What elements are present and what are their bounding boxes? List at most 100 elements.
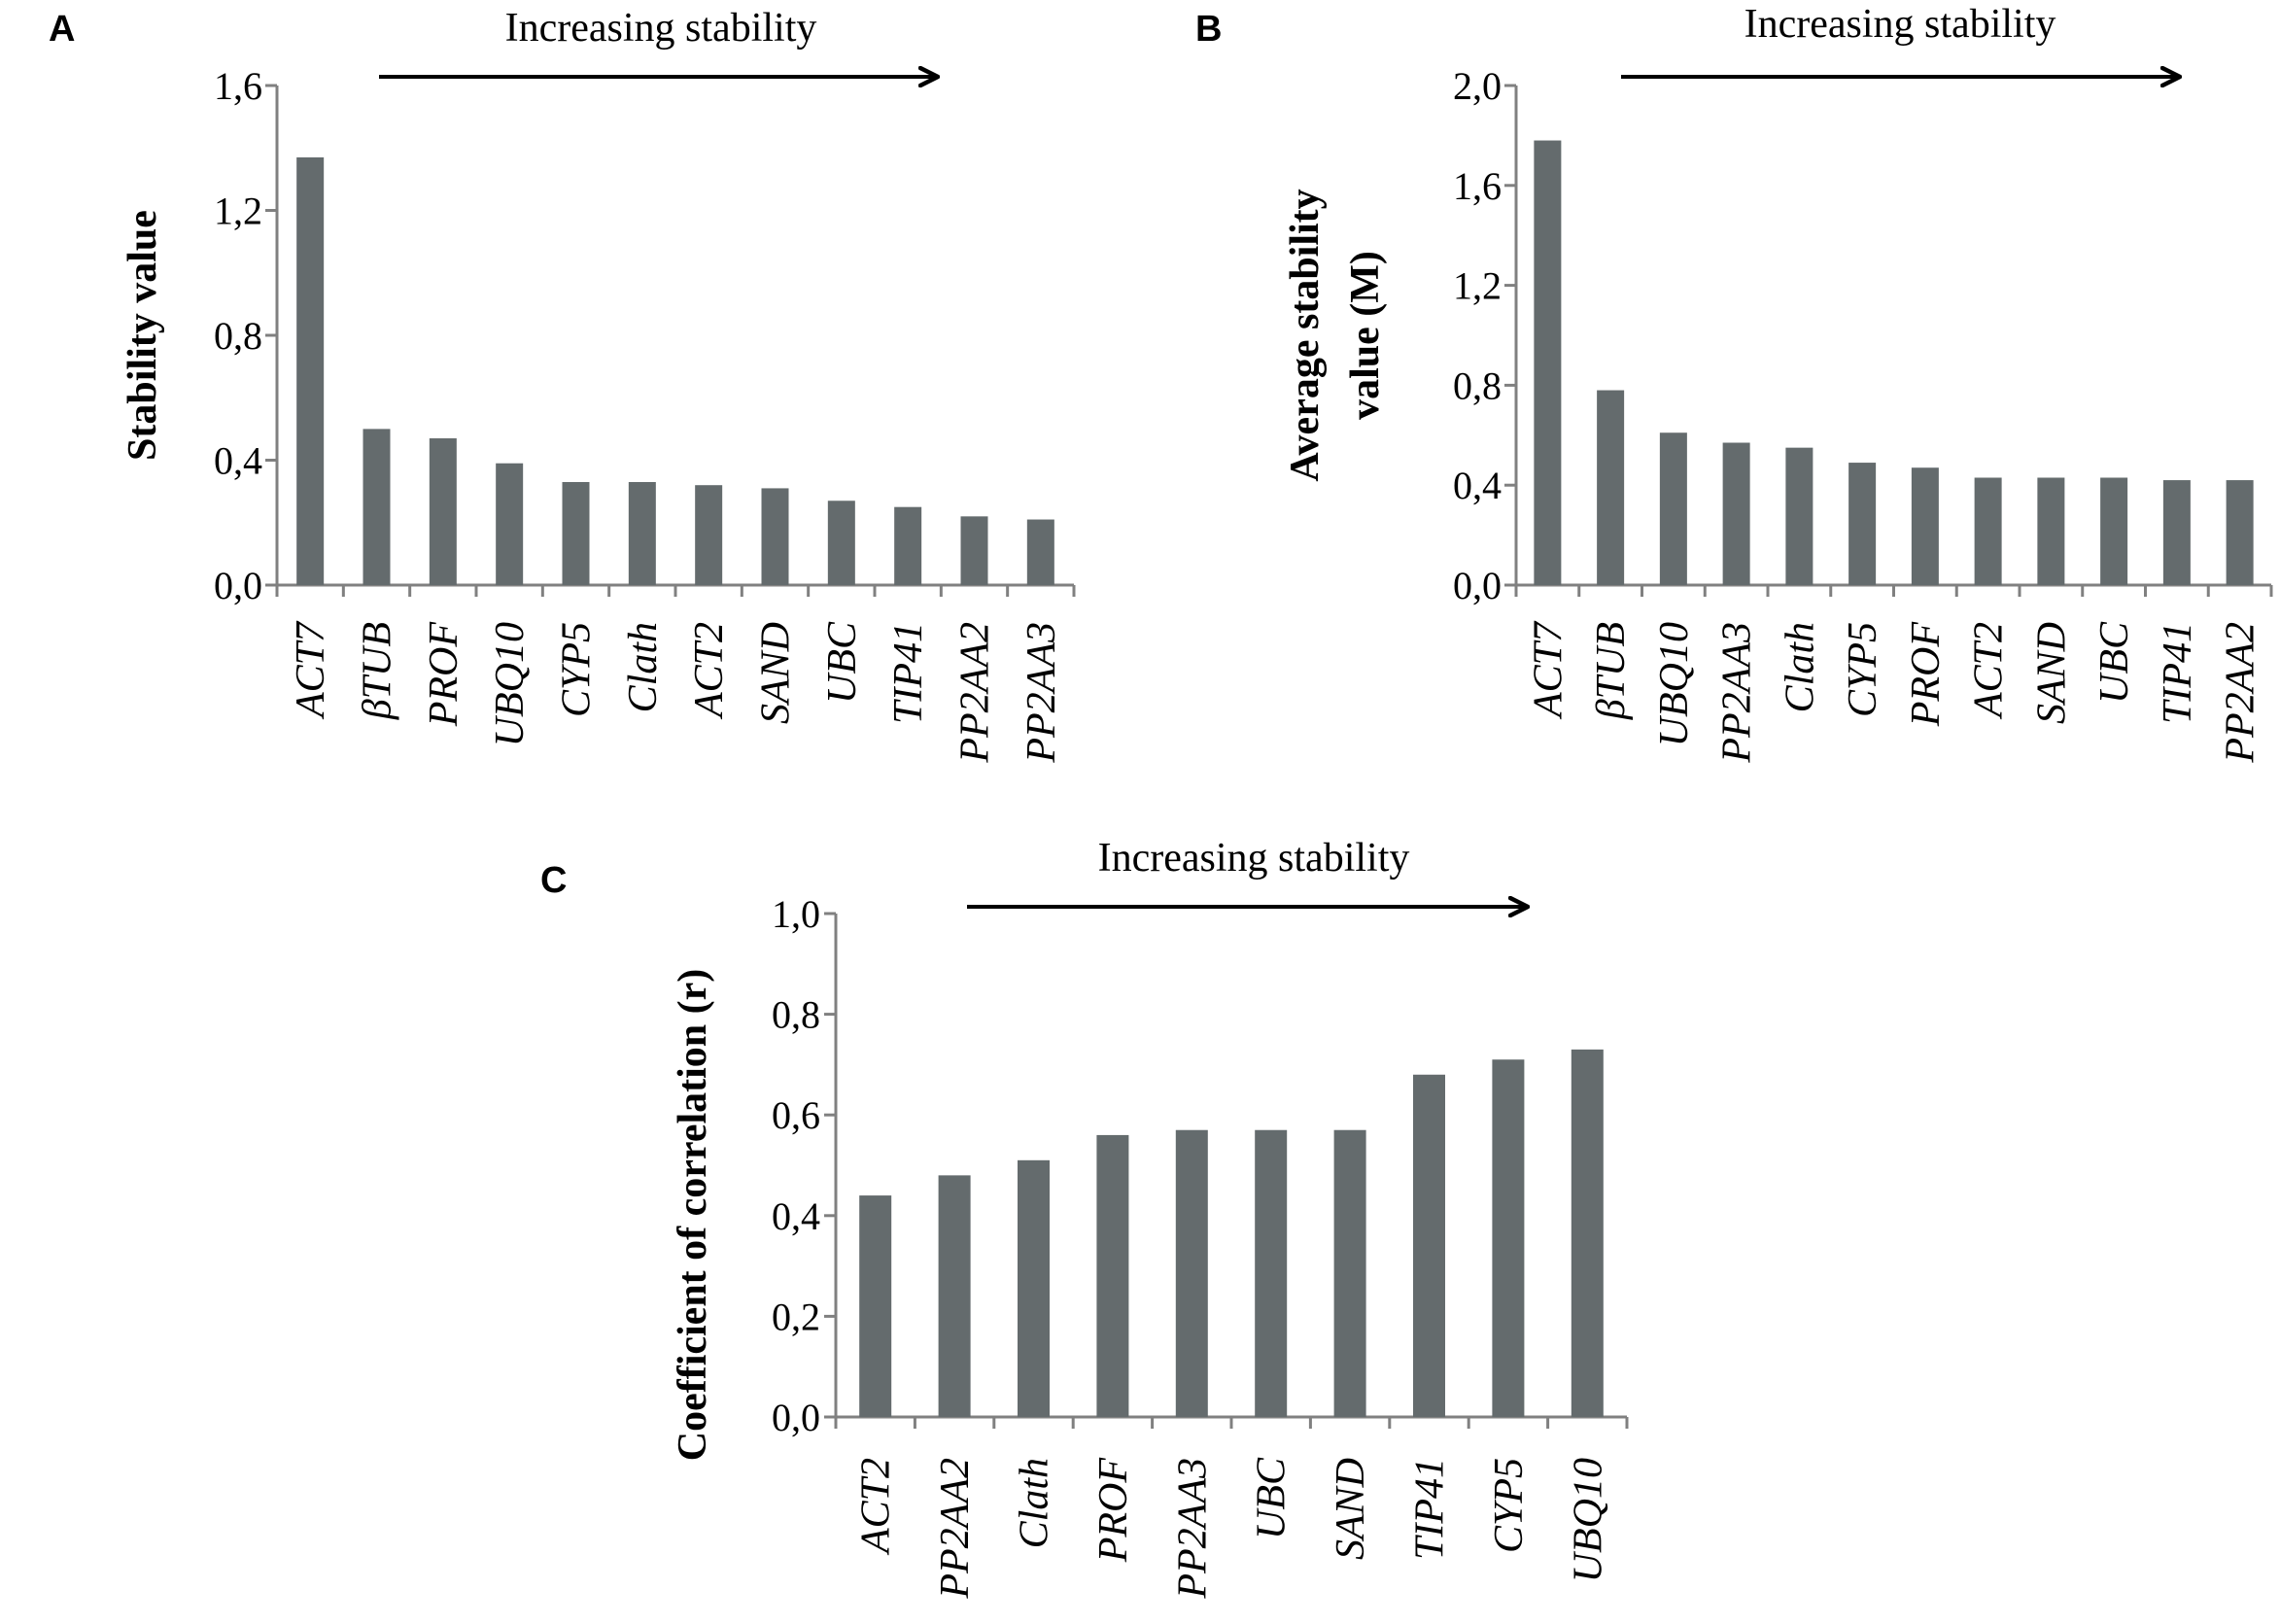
bar-CYP5 <box>562 481 590 585</box>
bar-TIP41 <box>2162 480 2191 585</box>
bar-PP2AA3 <box>1026 519 1054 585</box>
x-category-label: SAND <box>2029 622 2074 724</box>
y-tick-label: 1,6 <box>214 64 262 108</box>
x-category-label: UBQ10 <box>488 622 533 746</box>
y-axis-label-line-2: value (M) <box>1343 251 1388 420</box>
chart-panel-c: C Increasing stability Coefficient of co… <box>540 836 1629 1600</box>
bar-Clath <box>1018 1159 1050 1417</box>
x-category-label: TIP41 <box>886 622 931 724</box>
x-category-label: UBC <box>1250 1457 1295 1539</box>
annotation-text: Increasing stability <box>505 6 817 51</box>
x-category-label: CYP5 <box>1841 622 1885 717</box>
bar-CYP5 <box>1492 1059 1525 1417</box>
x-category-label: PP2AA2 <box>2219 622 2263 764</box>
x-category-label: UBC <box>820 621 865 704</box>
chart-panel-b: B Increasing stability Average stability… <box>1195 2 2273 764</box>
y-tick-label: 0,0 <box>772 1396 820 1439</box>
y-tick-label: 0,8 <box>214 314 262 358</box>
x-category-label: Clath <box>1013 1458 1057 1548</box>
x-category-label: CYP5 <box>555 622 600 717</box>
x-category-label: UBQ10 <box>1566 1458 1610 1582</box>
x-category-label: ACT2 <box>854 1458 899 1556</box>
x-category-label: PP2AA2 <box>933 1458 978 1600</box>
bar-UBQ10 <box>1659 432 1687 585</box>
bar-βTUB <box>1597 390 1625 585</box>
x-category-label: PP2AA3 <box>1170 1458 1215 1600</box>
bar-PROF <box>1096 1134 1129 1417</box>
x-category-label: ACT2 <box>687 622 732 720</box>
x-category-label: PP2AA3 <box>1019 622 1064 764</box>
plot-area: 0,0 0,4 0,8 1,2 1,6 ACT7 βTUB PROF UBQ10 CYP5 Clat… <box>214 64 1076 764</box>
x-category-label: CYP5 <box>1487 1458 1532 1553</box>
bar-CYP5 <box>1848 463 1877 585</box>
x-category-label: Clath <box>621 622 666 712</box>
bar-PP2AA3 <box>1722 442 1750 585</box>
x-category-label: PROF <box>1904 622 1949 728</box>
panel-label: C <box>540 860 567 901</box>
bar-TIP41 <box>1413 1074 1445 1417</box>
y-axis-label-line-1: Average stability <box>1283 189 1328 481</box>
x-category-label: SAND <box>754 622 799 724</box>
bar-UBQ10 <box>1571 1049 1604 1417</box>
bar-ACT7 <box>296 156 325 585</box>
bar-PP2AA2 <box>938 1175 971 1417</box>
bar-PP2AA3 <box>1175 1129 1208 1417</box>
bar-PROF <box>429 438 457 585</box>
x-category-label: βTUB <box>356 622 400 720</box>
x-category-label: PP2AA2 <box>953 622 998 764</box>
x-category-label: SAND <box>1329 1458 1373 1560</box>
bar-Clath <box>628 481 656 585</box>
x-category-label: βTUB <box>1589 622 1634 720</box>
x-category-label: UBC <box>2092 621 2137 704</box>
x-category-label: PROF <box>422 622 466 728</box>
x-category-label: ACT7 <box>1526 620 1571 720</box>
bar-Clath <box>1785 447 1814 585</box>
y-tick-label: 1,0 <box>772 892 820 936</box>
bar-ACT2 <box>859 1195 892 1417</box>
y-tick-label: 0,2 <box>772 1295 820 1338</box>
bar-UBQ10 <box>496 463 524 585</box>
y-axis-label: Coefficient of correlation (r) <box>671 969 715 1462</box>
bar-ACT2 <box>1974 477 2002 585</box>
y-axis-label: Stability value <box>121 210 165 461</box>
chart-panel-a: A Increasing stability Stability value 0… <box>49 6 1076 764</box>
plot-area: 0,0 0,4 0,8 1,2 1,6 2,0 ACT7 βTUB UBQ10 PP2AA3 Cla… <box>1453 64 2273 764</box>
y-tick-label: 0,4 <box>772 1194 820 1238</box>
annotation-text: Increasing stability <box>1745 2 2056 47</box>
y-tick-label: 1,6 <box>1453 164 1502 208</box>
bar-UBC <box>2100 477 2128 585</box>
panel-label: A <box>49 9 75 50</box>
plot-area: 0,0 0,2 0,4 0,6 0,8 1,0 ACT2 PP2AA2 Clath PROF PP2… <box>772 892 1629 1600</box>
y-tick-label: 0,0 <box>1453 564 1502 607</box>
x-category-label: PP2AA3 <box>1715 622 1760 764</box>
bar-UBC <box>827 501 855 585</box>
y-tick-label: 1,2 <box>214 190 262 233</box>
bar-ACT2 <box>695 485 723 585</box>
y-tick-label: 0,8 <box>1453 363 1502 407</box>
bar-SAND <box>2037 477 2065 585</box>
y-tick-label: 0,8 <box>772 993 820 1037</box>
bar-βTUB <box>363 429 391 585</box>
y-tick-label: 0,0 <box>214 564 262 607</box>
y-tick-label: 0,4 <box>1453 464 1502 507</box>
bar-PP2AA2 <box>960 516 988 585</box>
x-category-label: UBQ10 <box>1652 622 1697 746</box>
annotation-text: Increasing stability <box>1098 836 1410 881</box>
x-category-label: Clath <box>1778 622 1822 712</box>
x-category-label: ACT7 <box>289 620 333 720</box>
bar-UBC <box>1255 1129 1288 1417</box>
x-category-label: PROF <box>1091 1458 1136 1564</box>
y-tick-label: 1,2 <box>1453 264 1502 308</box>
x-category-label: TIP41 <box>1408 1458 1453 1560</box>
x-category-label: TIP41 <box>2156 622 2200 724</box>
panel-label: B <box>1195 9 1222 50</box>
bar-TIP41 <box>894 506 922 585</box>
bar-SAND <box>761 488 789 585</box>
x-category-label: ACT2 <box>1967 622 2012 720</box>
bar-SAND <box>1333 1129 1366 1417</box>
bar-PP2AA2 <box>2226 480 2254 585</box>
y-tick-label: 0,4 <box>214 439 262 483</box>
bar-ACT7 <box>1534 140 1562 586</box>
bar-PROF <box>1911 467 1939 585</box>
